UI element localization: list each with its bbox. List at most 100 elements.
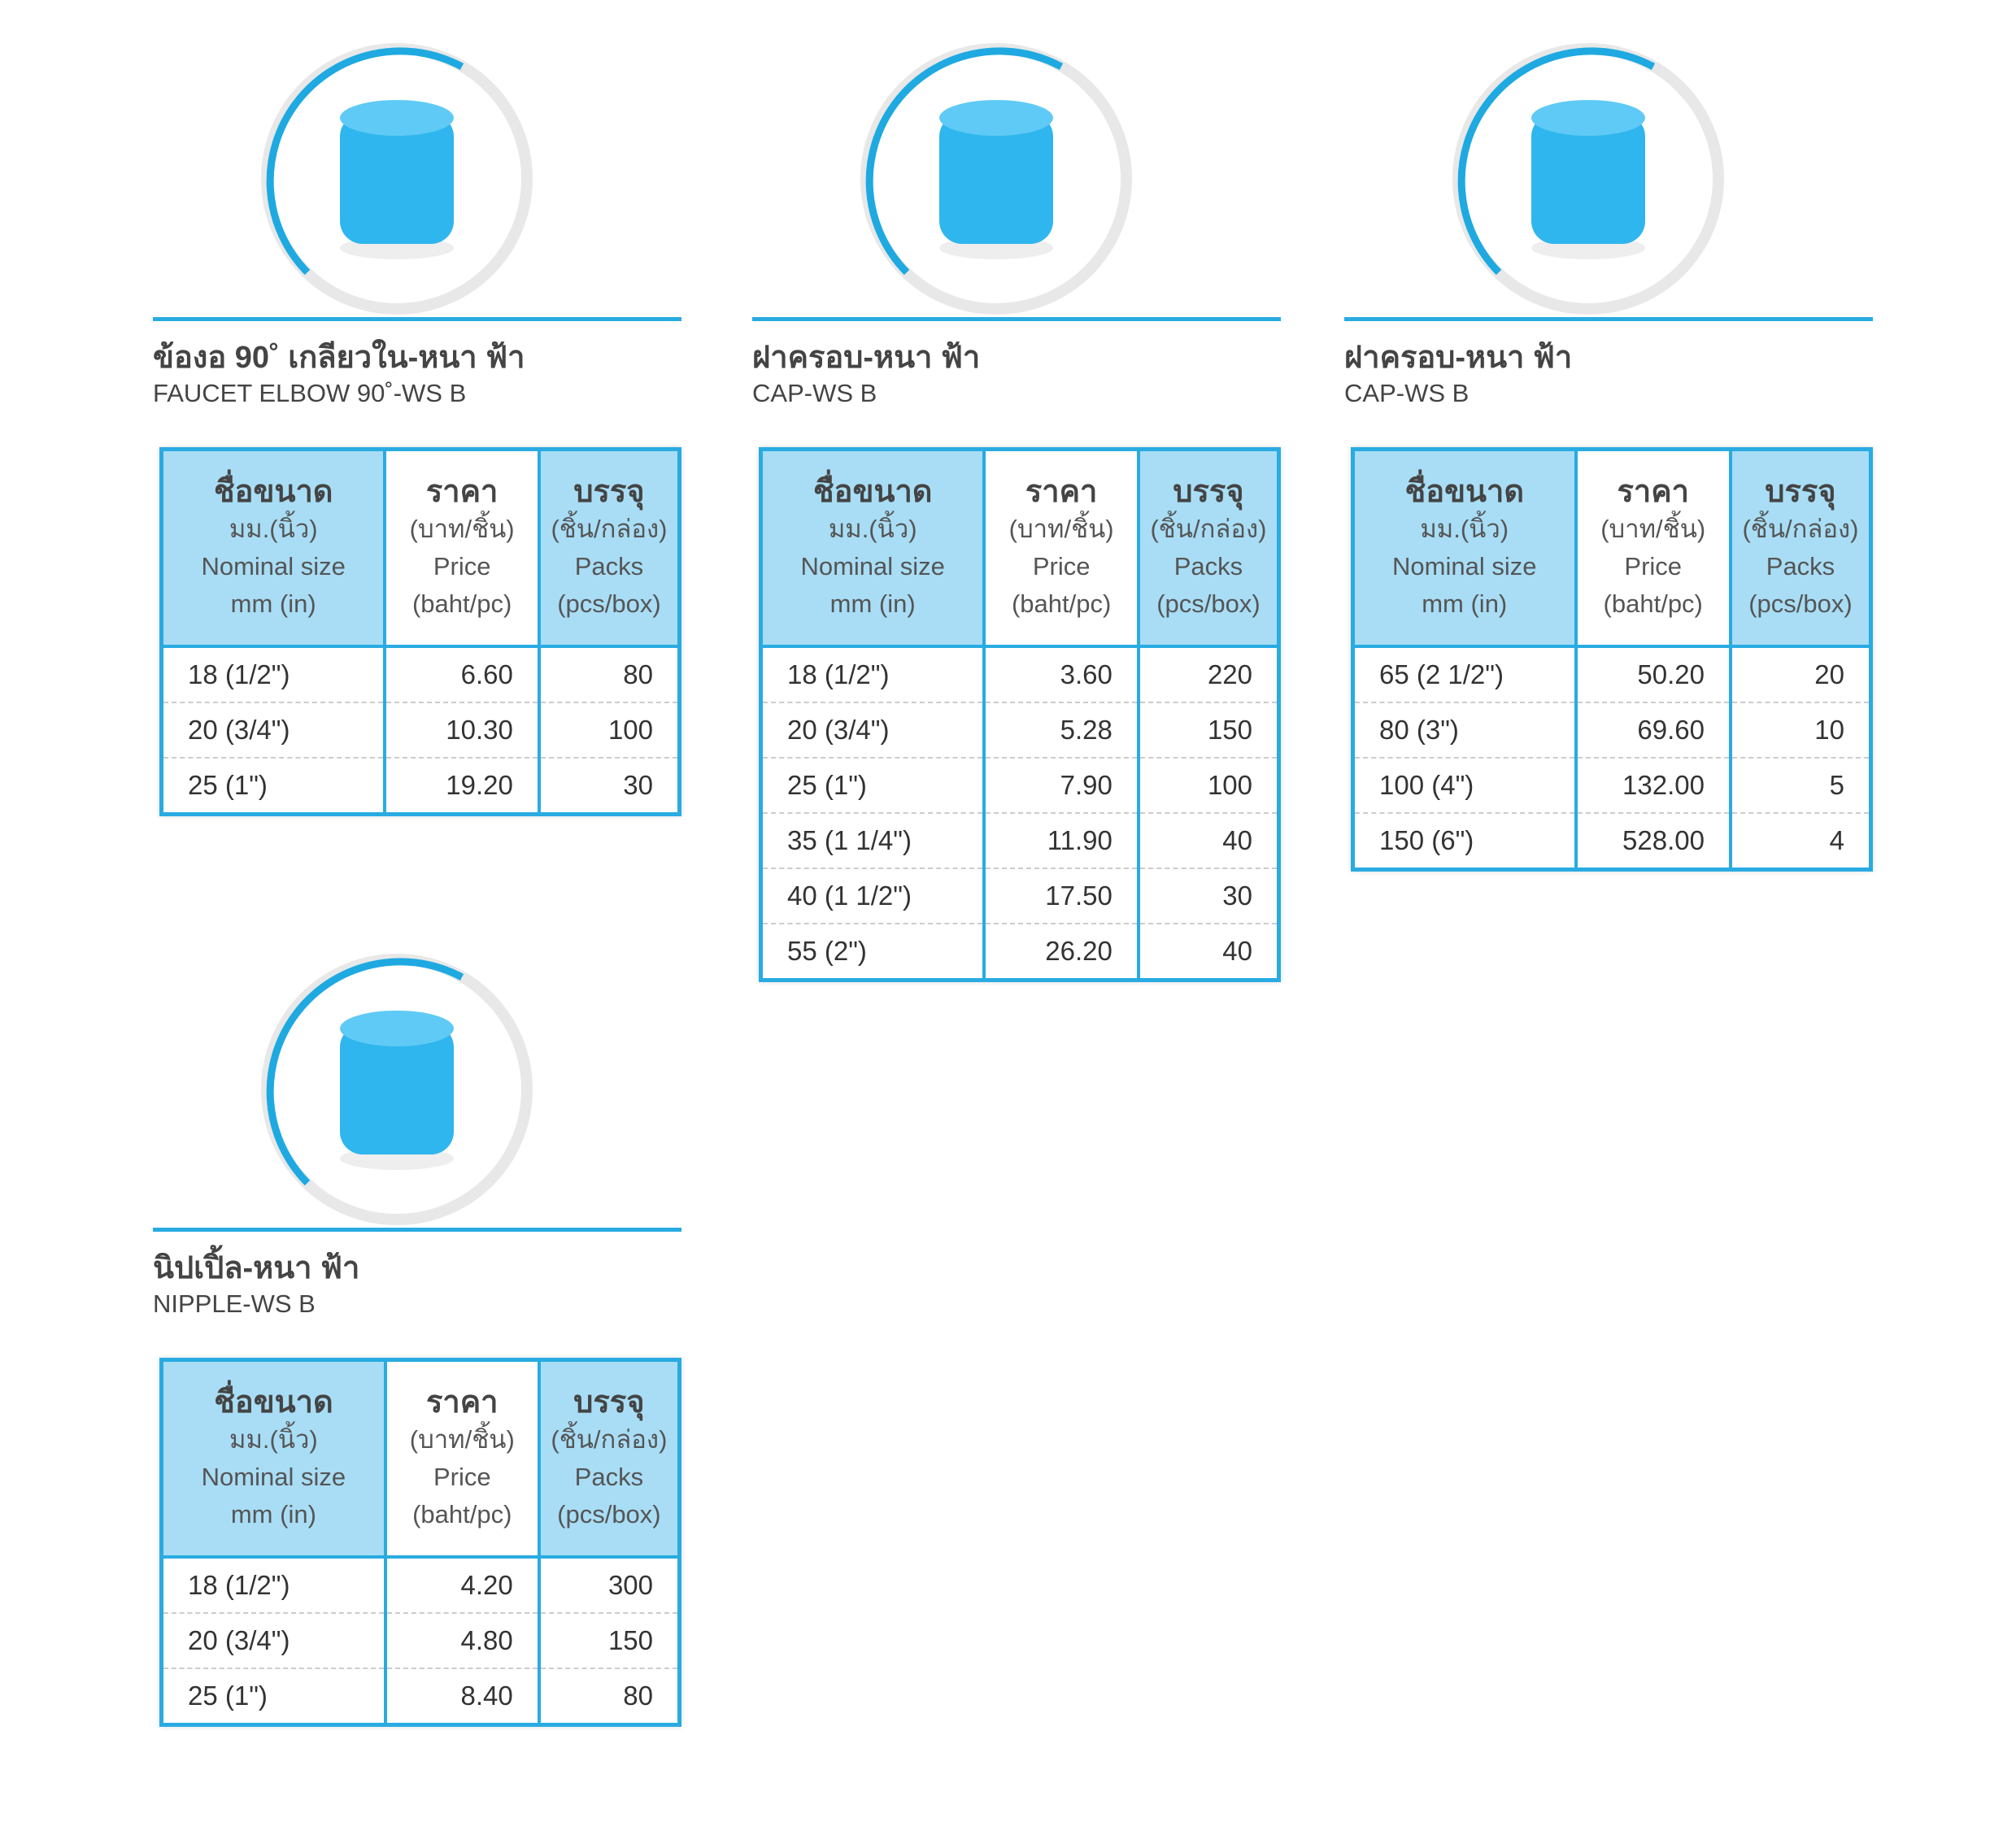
header-line: มม.(นิ้ว) xyxy=(229,1425,318,1454)
cell: 100 (4") xyxy=(1351,758,1578,814)
cell: 100 xyxy=(1136,758,1281,814)
row: 100 (4") 132.00 5 xyxy=(1351,758,1873,814)
header-cell: ราคา (บาท/ชิ้น) Price (baht/pc) xyxy=(982,447,1140,648)
fitting xyxy=(340,114,454,244)
cell: 80 xyxy=(537,646,681,703)
fitting-top xyxy=(340,1011,454,1046)
price-table: ชื่อขนาด มม.(นิ้ว) Nominal size mm (in) ราคา… xyxy=(1351,447,1873,872)
header-cell: ชื่อขนาด มม.(นิ้ว) Nominal size mm (in) xyxy=(159,1358,387,1559)
cell: 528.00 xyxy=(1574,813,1732,871)
row: 40 (1 1/2") 17.50 30 xyxy=(759,868,1281,924)
cell: 220 xyxy=(1136,646,1281,703)
row: 20 (3/4") 5.28 150 xyxy=(759,702,1281,759)
product-picture xyxy=(259,41,535,321)
row: 35 (1 1/4") 11.90 40 xyxy=(759,813,1281,869)
cell: 30 xyxy=(1136,868,1281,924)
cell: 100 xyxy=(537,702,681,759)
cell: 40 xyxy=(1136,813,1281,869)
title-th: นิปเปิ้ล-หนา ฟ้า xyxy=(153,1251,360,1285)
header-cell: บรรจุ (ชิ้น/กล่อง) Packs (pcs/box) xyxy=(537,447,681,648)
fitting-top xyxy=(340,100,454,136)
header-row: ชื่อขนาด มม.(นิ้ว) Nominal size mm (in) ราคา… xyxy=(759,447,1281,648)
price-table: ชื่อขนาด มม.(นิ้ว) Nominal size mm (in) ราคา… xyxy=(159,1358,681,1727)
fitting-top xyxy=(1531,100,1645,136)
product-picture xyxy=(259,951,535,1232)
header-line: (ชิ้น/กล่อง) xyxy=(1150,515,1267,543)
header-line: (ชิ้น/กล่อง) xyxy=(551,515,668,543)
header-title: ราคา xyxy=(426,1385,499,1420)
header-line: (ชิ้น/กล่อง) xyxy=(551,1425,668,1454)
product-image xyxy=(860,43,1132,315)
cell: 150 (6") xyxy=(1351,813,1578,871)
header-line: (pcs/box) xyxy=(1156,589,1261,618)
cell: 18 (1/2") xyxy=(759,646,986,703)
cell: 4.80 xyxy=(383,1613,541,1669)
row: 80 (3") 69.60 10 xyxy=(1351,702,1873,759)
header-cell: ชื่อขนาด มม.(นิ้ว) Nominal size mm (in) xyxy=(159,447,387,648)
cell: 6.60 xyxy=(383,646,541,703)
divider xyxy=(752,317,1281,321)
cell: 4 xyxy=(1728,813,1873,871)
header-title: ชื่อขนาด xyxy=(214,1385,333,1420)
fitting xyxy=(1531,114,1645,244)
header-line: (baht/pc) xyxy=(412,1500,512,1528)
row: 20 (3/4") 4.80 150 xyxy=(159,1613,681,1669)
row: 25 (1") 7.90 100 xyxy=(759,758,1281,814)
header-line: (บาท/ชิ้น) xyxy=(1600,515,1706,543)
product-picture xyxy=(858,41,1134,321)
header-title: บรรจุ xyxy=(1173,475,1244,509)
header-line: (baht/pc) xyxy=(411,589,512,618)
cell: 20 (3/4") xyxy=(159,1613,387,1669)
header-title: ชื่อขนาด xyxy=(812,475,933,509)
cell: 26.20 xyxy=(982,924,1140,981)
header-line: (ชิ้น/กล่อง) xyxy=(1742,515,1859,543)
title-th: ฝาครอบ-หนา ฟ้า xyxy=(752,341,981,375)
header-cell: บรรจุ (ชิ้น/กล่อง) Packs (pcs/box) xyxy=(1136,447,1281,648)
cell: 50.20 xyxy=(1574,646,1732,703)
cell: 132.00 xyxy=(1574,758,1732,814)
header-line: (baht/pc) xyxy=(1011,589,1112,618)
image-arc xyxy=(266,958,464,1186)
cell: 25 (1") xyxy=(159,1668,387,1726)
cell: 20 xyxy=(1728,646,1873,703)
cell: 18 (1/2") xyxy=(159,1557,387,1614)
cell: 17.50 xyxy=(982,868,1140,924)
header-title: บรรจุ xyxy=(573,1385,645,1420)
header-cell: ราคา (บาท/ชิ้น) Price (baht/pc) xyxy=(1574,447,1732,648)
header-line: (บาท/ชิ้น) xyxy=(409,1425,515,1454)
header-line: Price xyxy=(1032,552,1091,580)
header-line: Nominal size xyxy=(800,552,945,580)
header-cell: ราคา (บาท/ชิ้น) Price (baht/pc) xyxy=(383,1358,541,1559)
image-arc xyxy=(865,47,1064,276)
divider xyxy=(153,317,681,321)
title-th: ข้องอ 90˚ เกลียวใน-หนา ฟ้า xyxy=(153,341,525,375)
cell: 18 (1/2") xyxy=(159,646,387,703)
header-line: Packs xyxy=(1173,552,1243,580)
cell: 40 xyxy=(1136,924,1281,981)
header-line: (pcs/box) xyxy=(1748,589,1853,618)
header-line: (บาท/ชิ้น) xyxy=(1008,515,1114,543)
header-cell: บรรจุ (ชิ้น/กล่อง) Packs (pcs/box) xyxy=(537,1358,681,1559)
cell: 65 (2 1/2") xyxy=(1351,646,1578,703)
row: 18 (1/2") 4.20 300 xyxy=(159,1557,681,1614)
cell: 5.28 xyxy=(982,702,1140,759)
header-line: (บาท/ชิ้น) xyxy=(409,515,515,543)
cell: 8.40 xyxy=(383,1668,541,1726)
header-line: mm (in) xyxy=(230,589,316,618)
cell: 7.90 xyxy=(982,758,1140,814)
header-cell: ราคา (บาท/ชิ้น) Price (baht/pc) xyxy=(383,447,541,648)
header-cell: บรรจุ (ชิ้น/กล่อง) Packs (pcs/box) xyxy=(1728,447,1873,648)
cell: 80 (3") xyxy=(1351,702,1578,759)
header-line: Packs xyxy=(1766,552,1835,580)
title-en: CAP-WS B xyxy=(752,379,877,407)
cell: 69.60 xyxy=(1574,702,1732,759)
header-line: มม.(นิ้ว) xyxy=(229,515,318,543)
image-arc xyxy=(266,47,464,276)
cell: 4.20 xyxy=(383,1557,541,1614)
cell: 40 (1 1/2") xyxy=(759,868,986,924)
header-row: ชื่อขนาด มม.(นิ้ว) Nominal size mm (in) ราคา… xyxy=(159,447,681,648)
header-line: (baht/pc) xyxy=(1603,589,1703,618)
header-line: Packs xyxy=(574,1463,644,1491)
header-line: mm (in) xyxy=(829,589,916,618)
header-row: ชื่อขนาด มม.(นิ้ว) Nominal size mm (in) ราคา… xyxy=(159,1358,681,1559)
